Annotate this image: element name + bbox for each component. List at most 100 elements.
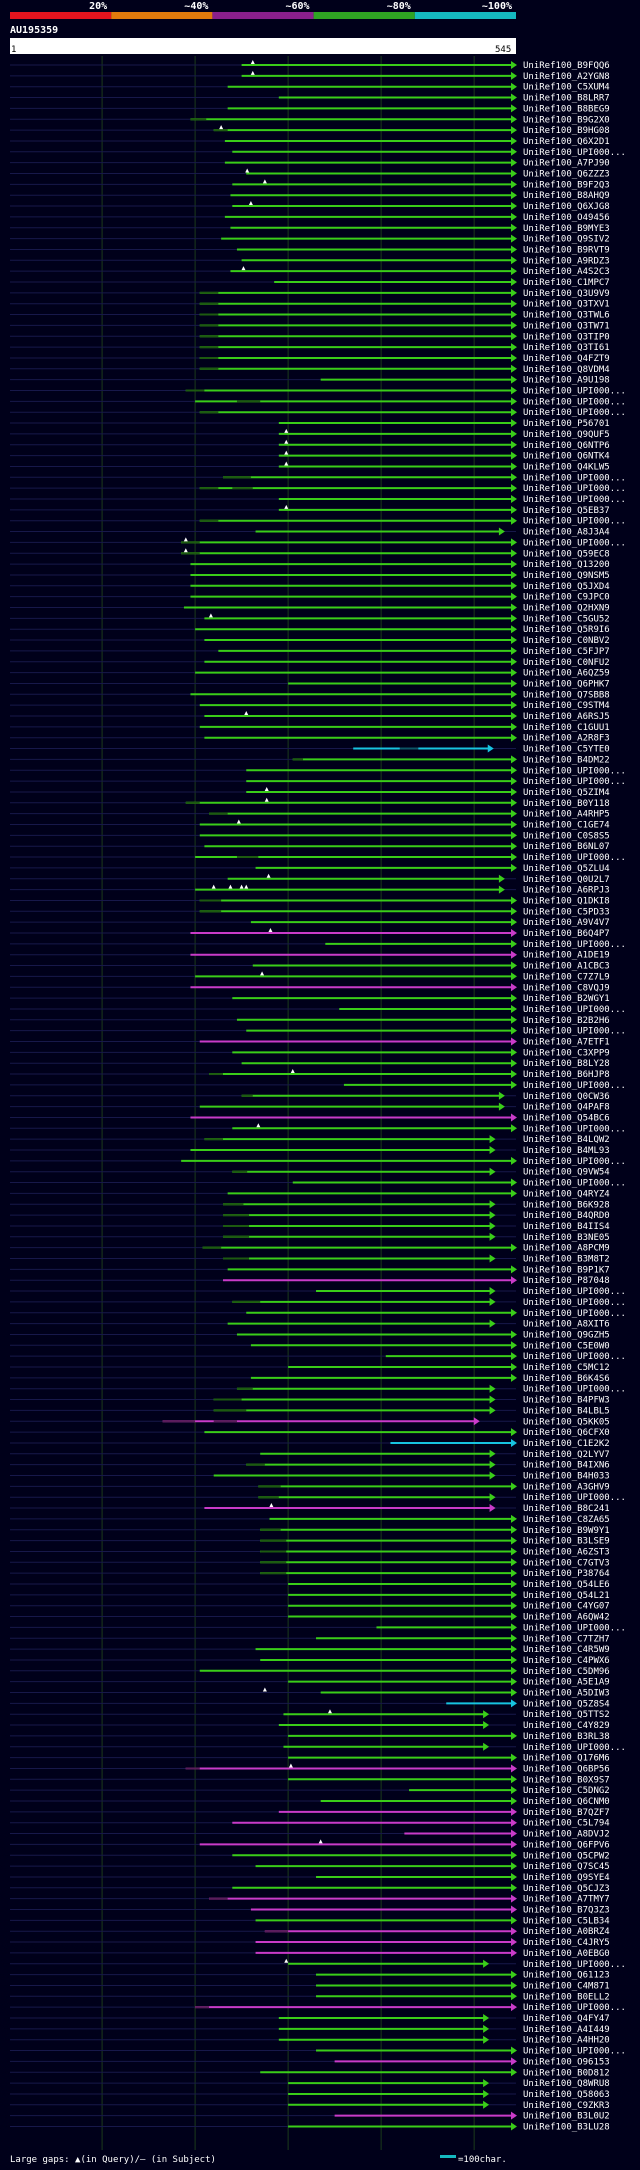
hit-arrowhead xyxy=(489,1221,496,1230)
hit-arrowhead xyxy=(511,451,517,460)
query-gap-marker xyxy=(250,60,255,64)
hit-label: UniRef100_B9G2X0 xyxy=(523,115,610,125)
hit-arrowhead xyxy=(511,1623,517,1632)
hit-arrowhead xyxy=(511,2046,517,2055)
hit-label: UniRef100_B9HG08 xyxy=(523,126,610,136)
hit-label: UniRef100_B8LRR7 xyxy=(523,94,610,104)
hit-label: UniRef100_Q6XJG8 xyxy=(523,202,610,212)
hit-label: UniRef100_O96153 xyxy=(523,2057,610,2067)
hit-label: UniRef100_C5YTE0 xyxy=(523,745,610,755)
hit-arrowhead xyxy=(511,733,517,742)
hit-arrowhead xyxy=(511,1905,517,1914)
hit-label: UniRef100_UPI000... xyxy=(523,1298,626,1308)
hit-label: UniRef100_C4Y829 xyxy=(523,1721,610,1731)
hit-label: UniRef100_Q4FZT9 xyxy=(523,354,610,364)
hit-arrowhead xyxy=(489,1406,496,1415)
hit-label: UniRef100_A6QZ59 xyxy=(523,669,610,679)
hit-label: UniRef100_Q54BC6 xyxy=(523,1113,610,1123)
hit-label: UniRef100_P56701 xyxy=(523,419,610,429)
hit-arrowhead xyxy=(511,1981,517,1990)
hit-label: UniRef100_Q6ZZZ3 xyxy=(523,170,610,180)
hit-arrowhead xyxy=(511,288,517,297)
query-gap-marker xyxy=(266,873,271,878)
hit-arrowhead xyxy=(511,831,517,840)
hit-arrowhead xyxy=(511,1547,517,1556)
hit-arrowhead xyxy=(511,2003,517,2012)
hit-label: UniRef100_A7PJ90 xyxy=(523,159,610,169)
hit-arrowhead xyxy=(511,961,517,970)
hit-label: UniRef100_Q3TI61 xyxy=(523,343,610,353)
hit-arrowhead xyxy=(511,1851,517,1860)
hit-arrowhead xyxy=(483,2024,490,2033)
hit-label: UniRef100_Q58063 xyxy=(523,2090,610,2100)
hit-arrowhead xyxy=(489,1287,496,1296)
hit-arrowhead xyxy=(511,1080,517,1089)
query-gap-marker xyxy=(244,711,249,715)
axis-start-label: 1 xyxy=(11,45,16,55)
hit-label: UniRef100_A0EBG0 xyxy=(523,1949,610,1959)
hit-label: UniRef100_UPI000... xyxy=(523,1081,626,1091)
hit-arrowhead xyxy=(511,1189,517,1198)
hit-arrowhead xyxy=(511,1948,517,1957)
query-gap-marker xyxy=(244,884,249,889)
query-gap-marker xyxy=(284,1958,289,1963)
hit-label: UniRef100_C1GUU1 xyxy=(523,723,610,733)
scale-note: =100char. xyxy=(458,2155,507,2165)
hit-label: UniRef100_UPI000... xyxy=(523,1623,626,1633)
hit-arrowhead xyxy=(511,310,517,319)
hit-label: UniRef100_Q6CNM0 xyxy=(523,1797,610,1807)
hit-arrowhead xyxy=(511,1026,517,1035)
hit-arrowhead xyxy=(511,364,517,373)
legend-swatch xyxy=(111,12,213,19)
hit-label: UniRef100_C0S8S5 xyxy=(523,831,610,841)
hit-label: UniRef100_Q59EC8 xyxy=(523,549,610,559)
hit-label: UniRef100_A8XIT6 xyxy=(523,1320,610,1330)
identity-legend-labels: 20% ~40% ~60% ~80% ~100% xyxy=(89,1,512,12)
gridlines xyxy=(101,56,475,2150)
hit-label: UniRef100_Q1DKI8 xyxy=(523,896,610,906)
query-gap-marker xyxy=(248,201,253,206)
hit-label: UniRef100_C0NFU2 xyxy=(523,658,610,668)
hit-label: UniRef100_UPI000... xyxy=(523,473,626,483)
large-gaps-note: Large gaps: ▲(in Query)/– (in Subject) xyxy=(10,2155,216,2165)
hit-label: UniRef100_B0X9S7 xyxy=(523,1775,610,1785)
hit-label: UniRef100_Q61123 xyxy=(523,1971,610,1981)
hit-arrowhead xyxy=(511,863,517,872)
hit-label: UniRef100_C5DM96 xyxy=(523,1667,610,1677)
hit-arrowhead xyxy=(511,636,517,645)
hit-arrowhead xyxy=(511,126,517,135)
hit-label: UniRef100_UPI000... xyxy=(523,777,626,787)
hit-arrowhead xyxy=(483,2014,490,2022)
hit-arrowhead xyxy=(511,386,517,395)
hit-label: UniRef100_Q3TW71 xyxy=(523,321,610,331)
hit-label: UniRef100_C1GE74 xyxy=(523,821,610,831)
hit-label: UniRef100_B3NE05 xyxy=(523,1233,610,1243)
hit-label: UniRef100_UPI000... xyxy=(523,1385,626,1395)
hit-label: UniRef100_C5DNG2 xyxy=(523,1786,610,1796)
hit-label: UniRef100_B0D812 xyxy=(523,2068,610,2078)
hit-label: UniRef100_Q9VW54 xyxy=(523,1168,610,1178)
hit-arrowhead xyxy=(511,787,517,796)
hit-arrowhead xyxy=(511,994,517,1003)
hit-arrowhead xyxy=(511,104,517,113)
query-gap-marker xyxy=(260,971,265,976)
query-gap-marker xyxy=(241,266,246,271)
hit-label: UniRef100_B6K4S6 xyxy=(523,1374,610,1384)
hit-arrowhead xyxy=(489,1135,496,1144)
query-gap-marker xyxy=(208,613,213,618)
hit-arrowhead xyxy=(511,71,517,80)
query-title: AU195359 xyxy=(10,25,58,36)
hit-label: UniRef100_Q6CFX0 xyxy=(523,1428,610,1438)
hit-label: UniRef100_Q2HXN9 xyxy=(523,604,610,614)
hit-arrowhead xyxy=(511,668,517,677)
hit-label: UniRef100_UPI000... xyxy=(523,1005,626,1015)
hit-label: UniRef100_UPI000... xyxy=(523,1743,626,1753)
hit-arrowhead xyxy=(511,484,517,493)
hit-label: UniRef100_C8VQJ9 xyxy=(523,983,610,993)
hit-label: UniRef100_Q5ZIM4 xyxy=(523,788,610,798)
query-gap-marker xyxy=(327,1709,332,1714)
hit-arrowhead xyxy=(511,332,517,341)
query-gap-marker xyxy=(288,1763,293,1768)
hit-label: UniRef100_C4JRY5 xyxy=(523,1938,610,1948)
hit-label: UniRef100_Q54LE6 xyxy=(523,1580,610,1590)
